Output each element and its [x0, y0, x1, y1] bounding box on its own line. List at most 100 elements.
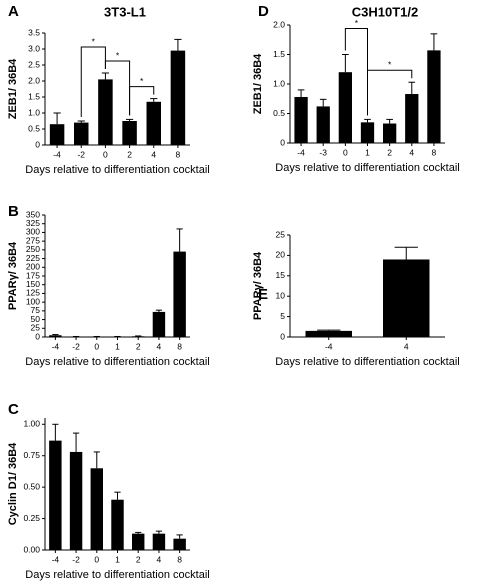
x-tick-label: 1: [365, 147, 370, 157]
x-tick-label: -4: [52, 341, 60, 351]
y-tick-label: 0.5: [28, 123, 40, 133]
y-axis-label: PPARγ/ 36B4: [252, 251, 264, 320]
significance-label: *: [140, 76, 144, 86]
x-tick-label: 8: [177, 341, 182, 351]
significance-label: *: [388, 59, 392, 69]
bar: [90, 468, 103, 550]
bar: [132, 336, 145, 337]
y-tick-label: 225: [26, 253, 40, 263]
x-axis-label: Days relative to differentiation cocktai…: [25, 356, 209, 368]
y-tick-label: 200: [26, 262, 40, 272]
y-tick-label: 0.75: [23, 450, 40, 460]
x-tick-label: 4: [157, 341, 162, 351]
significance-bracket: [80, 46, 106, 117]
y-axis-label: Cyclin D1/ 36B4: [7, 442, 19, 525]
x-tick-label: 8: [176, 149, 181, 159]
panel-letter: B: [8, 203, 19, 220]
y-axis-label: PPARγ/ 36B4: [7, 241, 19, 310]
bar: [383, 123, 397, 143]
x-tick-label: 4: [409, 147, 414, 157]
y-tick-label: 1.00: [23, 419, 40, 429]
y-tick-label: 75: [31, 305, 41, 315]
panel-letter: D: [258, 3, 269, 20]
y-tick-label: 275: [26, 235, 40, 245]
bar: [170, 50, 186, 145]
y-tick-label: 175: [26, 270, 40, 280]
y-tick-label: 15: [276, 270, 286, 280]
bar: [146, 101, 161, 145]
y-tick-label: 125: [26, 288, 40, 298]
y-tick-label: 25: [31, 323, 41, 333]
y-tick-label: 100: [26, 296, 40, 306]
bar: [360, 122, 375, 143]
y-axis-label: ZEB1/ 36B4: [252, 53, 264, 114]
bar: [173, 538, 186, 550]
y-tick-label: 0.50: [23, 481, 40, 491]
x-tick-label: -4: [53, 149, 61, 159]
y-tick-label: 1.0: [28, 107, 40, 117]
significance-label: *: [116, 50, 120, 60]
x-axis-label: Days relative to differentiation cocktai…: [25, 569, 209, 581]
panel-letter: C: [8, 401, 19, 418]
x-tick-label: 4: [404, 341, 409, 351]
bar: [111, 499, 124, 550]
x-tick-label: -4: [325, 341, 333, 351]
y-tick-label: 3.5: [28, 27, 40, 37]
bar: [49, 440, 62, 550]
x-axis-label: Days relative to differentiation cocktai…: [25, 164, 209, 176]
x-tick-label: 2: [127, 149, 132, 159]
x-tick-label: -2: [72, 554, 80, 564]
x-tick-label: 8: [432, 147, 437, 157]
bar: [49, 124, 65, 145]
y-tick-label: 5: [280, 311, 285, 321]
x-tick-label: 2: [136, 554, 141, 564]
panel-letter: E: [258, 286, 268, 303]
y-tick-label: 2.0: [28, 75, 40, 85]
bar: [122, 121, 137, 145]
panel-title: 3T3-L1: [104, 4, 146, 19]
bar: [405, 94, 419, 143]
x-tick-label: 8: [177, 554, 182, 564]
bar: [316, 106, 330, 143]
y-tick-label: 25: [276, 229, 286, 239]
y-tick-label: 0.00: [23, 544, 40, 554]
significance-label: *: [92, 36, 96, 46]
y-tick-label: 1.0: [273, 78, 285, 88]
bar: [98, 79, 113, 145]
significance-bracket: [367, 69, 413, 116]
x-tick-label: 2: [136, 341, 141, 351]
x-axis-label: Days relative to differentiation cocktai…: [275, 162, 459, 174]
y-tick-label: 1.5: [273, 49, 285, 59]
bar: [152, 311, 166, 337]
bar: [69, 451, 83, 550]
x-tick-label: 0: [94, 341, 99, 351]
x-tick-label: 4: [157, 554, 162, 564]
bar: [173, 251, 186, 337]
y-tick-label: 50: [31, 314, 41, 324]
y-tick-label: 350: [26, 209, 40, 219]
x-tick-label: -4: [52, 554, 60, 564]
x-tick-label: 0: [103, 149, 108, 159]
bar: [305, 330, 352, 337]
bar: [132, 533, 145, 550]
x-tick-label: 1: [115, 554, 120, 564]
x-tick-label: -3: [319, 147, 327, 157]
bar: [427, 50, 441, 144]
significance-bracket: [129, 86, 155, 116]
bar: [338, 72, 352, 143]
bar: [49, 335, 62, 337]
y-tick-label: 20: [276, 250, 286, 260]
y-tick-label: 0: [280, 137, 285, 147]
x-axis-label: Days relative to differentiation cocktai…: [275, 356, 459, 368]
x-tick-label: 1: [115, 341, 120, 351]
y-tick-label: 1.5: [28, 91, 40, 101]
y-tick-label: 2.0: [273, 19, 285, 29]
y-tick-label: 0: [35, 139, 40, 149]
panel-title: C3H10T1/2: [352, 4, 418, 19]
bar: [74, 122, 89, 145]
bar: [152, 533, 166, 550]
x-tick-label: 4: [151, 149, 156, 159]
x-tick-label: -2: [77, 149, 85, 159]
y-axis-label: ZEB1/ 36B4: [7, 58, 19, 119]
